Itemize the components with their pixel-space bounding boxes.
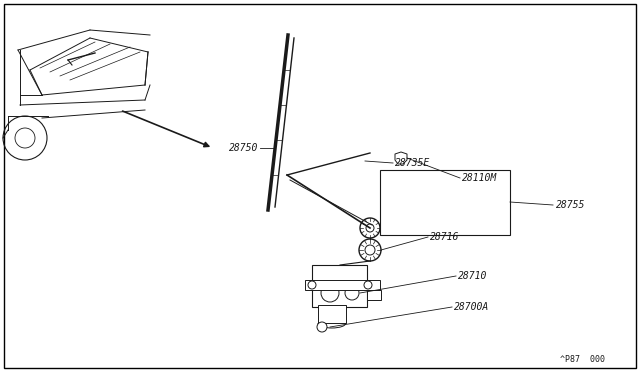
Text: 28710: 28710 [458,271,488,281]
Circle shape [366,224,374,232]
Bar [305,280,380,290]
Circle shape [365,245,375,255]
Bar [318,305,346,323]
Circle shape [364,281,372,289]
Circle shape [321,284,339,302]
Text: 28755: 28755 [556,200,586,210]
Text: 28716: 28716 [430,232,460,242]
Circle shape [359,239,381,261]
Bar [367,290,381,300]
Text: 28735E: 28735E [395,158,430,168]
Circle shape [308,281,316,289]
Circle shape [345,286,359,300]
Text: 28750: 28750 [228,143,258,153]
Text: ^P87  000: ^P87 000 [560,356,605,365]
Text: 28110M: 28110M [462,173,497,183]
Circle shape [317,322,327,332]
Bar [312,265,367,307]
Bar [380,170,510,235]
Polygon shape [395,152,407,164]
Text: 28700A: 28700A [454,302,489,312]
Circle shape [360,218,380,238]
